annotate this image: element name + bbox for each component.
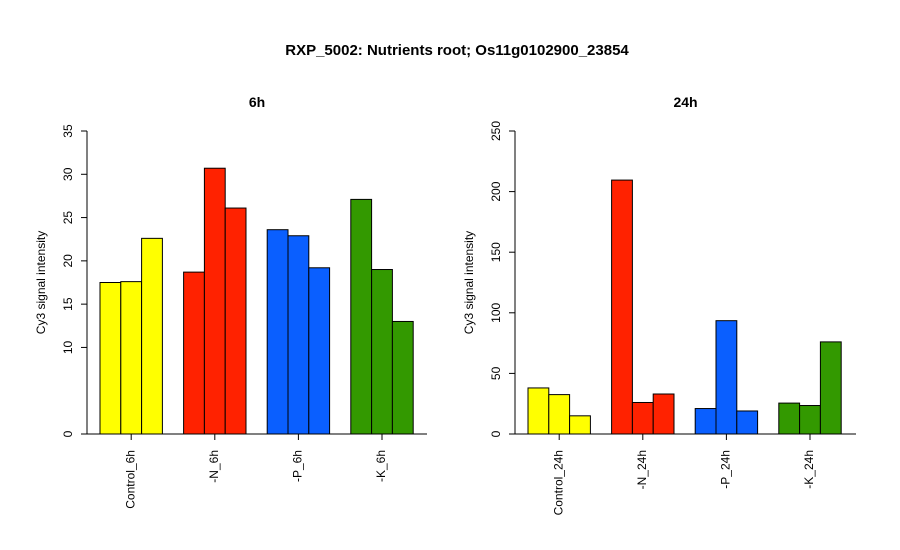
bar--k-6h-1 — [350, 198, 373, 435]
category-label: -N_6h — [207, 450, 221, 483]
bar--k-24h-1 — [778, 402, 801, 435]
bar-control-24h-2 — [548, 394, 571, 435]
bar--p-6h-1 — [266, 229, 289, 435]
bar--k-6h-2 — [371, 269, 393, 435]
category-label: -P_6h — [291, 450, 305, 482]
y-tick-label: 50 — [489, 366, 503, 380]
category-label: Control_6h — [123, 450, 137, 509]
y-tick-label: 15 — [61, 297, 75, 311]
bar--k-24h-2 — [799, 405, 821, 435]
y-axis-label: Cy3 signal intensity — [34, 231, 48, 334]
bar--k-24h-3 — [819, 341, 842, 435]
panel-6h: 6h Control_6h -N_6h -P_6h -K_6h 0 10 15 20 25 30 35… — [34, 94, 427, 509]
y-axis-label: Cy3 signal intensity — [462, 231, 476, 334]
bar--p-6h-2 — [287, 235, 310, 435]
bar-control-6h-2 — [120, 281, 143, 435]
bar--n-6h-1 — [183, 271, 205, 435]
bar--p-24h-3 — [736, 410, 759, 435]
category-label: Control_24h — [551, 450, 565, 515]
bar-control-6h-3 — [141, 237, 163, 435]
bar-control-6h-1 — [99, 282, 122, 435]
chart-main-title: RXP_5002: Nutrients root; Os11g0102900_2… — [285, 42, 629, 59]
category-label: -P_24h — [719, 450, 733, 489]
bar--k-6h-3 — [391, 320, 414, 435]
y-tick-label: 100 — [489, 302, 503, 322]
bar--n-24h-2 — [631, 401, 654, 435]
bar-control-24h-3 — [569, 415, 591, 435]
y-tick-label: 35 — [61, 124, 75, 138]
category-label: -K_6h — [374, 450, 388, 482]
bar--n-6h-2 — [203, 167, 226, 435]
bar--p-6h-3 — [308, 267, 331, 435]
y-tick-label: 10 — [61, 340, 75, 354]
bar--p-24h-1 — [694, 408, 717, 435]
y-tick-label: 0 — [61, 430, 75, 437]
bar-control-24h-1 — [527, 387, 550, 435]
y-tick-label: 0 — [489, 430, 503, 437]
y-tick-label: 250 — [489, 121, 503, 141]
panel-title-24h: 24h — [673, 94, 697, 110]
y-tick-label: 30 — [61, 167, 75, 181]
bar--n-6h-3 — [224, 207, 247, 435]
bar--n-24h-3 — [652, 393, 675, 435]
category-label: -N_24h — [635, 450, 649, 489]
y-tick-label: 200 — [489, 181, 503, 201]
category-label: -K_24h — [802, 450, 816, 489]
panel-24h: 24h Control_24h -N_24h -P_24h -K_24h 0 50 100 15… — [462, 94, 856, 515]
bar--p-24h-2 — [715, 320, 738, 435]
y-tick-label: 20 — [61, 254, 75, 268]
y-tick-label: 150 — [489, 242, 503, 262]
panel-title-6h: 6h — [249, 94, 265, 110]
y-tick-label: 25 — [61, 211, 75, 225]
bar--n-24h-1 — [611, 179, 633, 435]
